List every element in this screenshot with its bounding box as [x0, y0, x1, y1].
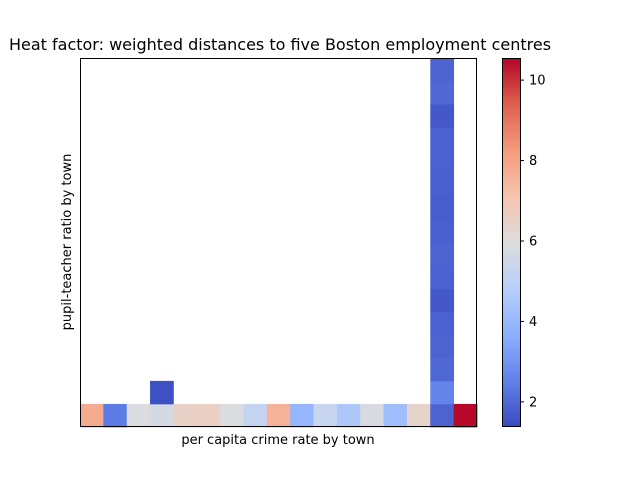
heatmap-cell	[453, 403, 478, 428]
heatmap-cell	[360, 403, 384, 428]
heatmap-cell	[243, 403, 268, 428]
heatmap-cell	[150, 403, 174, 428]
heatmap-cell	[430, 288, 455, 313]
heatmap-cell	[220, 403, 244, 428]
heatmap-cell	[430, 196, 455, 220]
heatmap-cell	[266, 403, 291, 428]
colorbar-frame	[502, 58, 521, 427]
heatmap-cell	[406, 403, 431, 428]
heatmap-cell	[290, 403, 314, 428]
heatmap-cell	[430, 334, 455, 359]
heatmap-cell	[150, 380, 174, 405]
heatmap-cell	[173, 403, 198, 428]
heatmap-cell	[430, 357, 455, 382]
heatmap-cell	[430, 127, 455, 151]
heatmap-cell	[430, 403, 455, 428]
chart-title: Heat factor: weighted distances to five …	[9, 35, 551, 54]
colorbar: 2 4 6 8 10	[502, 58, 546, 427]
y-axis-label: pupil-teacher ratio by town	[60, 154, 75, 331]
colorbar-tick-label: 6	[529, 234, 537, 249]
heatmap-cell	[430, 380, 455, 405]
heatmap-cell	[336, 403, 361, 428]
heatmap-cell	[430, 219, 455, 243]
colorbar-gradient	[502, 58, 520, 426]
colorbar-tick-label: 8	[529, 154, 537, 169]
heatmap-cell	[430, 81, 455, 105]
heatmap-cell	[430, 104, 455, 128]
heatmap-cells	[80, 58, 478, 428]
heatmap-cell	[196, 403, 221, 428]
heatmap-cell	[126, 403, 151, 428]
colorbar-tick-label: 4	[529, 315, 537, 330]
heatmap-cell	[430, 311, 455, 336]
heatmap-cell	[430, 58, 455, 82]
heatmap-cell	[430, 242, 455, 266]
heatmap-cell	[313, 403, 338, 428]
heatmap-cell	[103, 403, 128, 428]
heatmap-cell	[430, 265, 455, 290]
heatmap-cell	[80, 403, 104, 428]
heatmap-cell	[430, 173, 455, 197]
x-axis-label: per capita crime rate by town	[181, 433, 374, 448]
heatmap-cell	[430, 150, 455, 174]
plot-frame	[80, 58, 477, 427]
colorbar-tick-label: 2	[529, 395, 537, 410]
heatmap-cell	[383, 403, 408, 428]
colorbar-tick-label: 10	[529, 74, 546, 89]
